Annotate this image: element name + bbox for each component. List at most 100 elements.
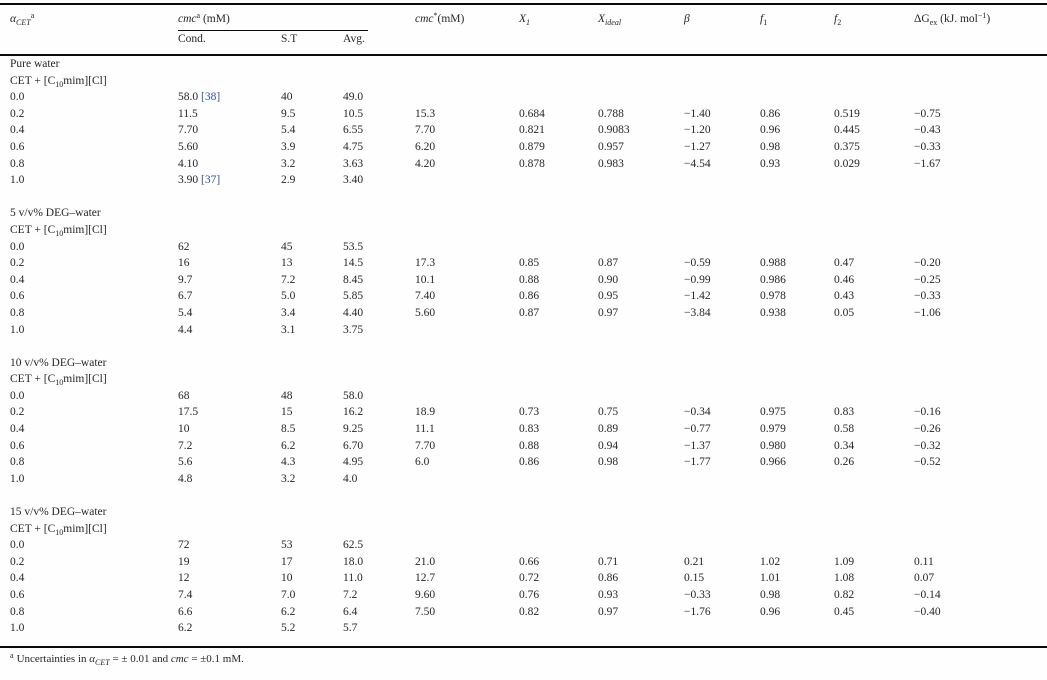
table-cell: 10 — [281, 572, 293, 585]
table-row: 0.4 9.7 7.2 8.45 10.1 0.88 0.90 −0.99 0.986 0.46 −… — [0, 272, 1047, 289]
table-cell — [914, 537, 1047, 554]
col-header-dgex: ΔGex (kJ. mol−1) — [914, 10, 991, 27]
table-cell: 4.40 — [343, 306, 364, 319]
citation-link[interactable]: [37] — [201, 174, 221, 187]
table-cell: −1.76 — [684, 605, 711, 618]
table-cell: 15 — [281, 406, 293, 419]
table-cell: −1.77 — [684, 456, 711, 469]
table-cell: 0.83 — [834, 406, 855, 419]
table-cell: 0.2 — [10, 107, 25, 120]
table-cell — [598, 89, 684, 106]
table-cell — [415, 322, 519, 339]
table-row: 0.4 12 10 11.0 12.7 0.72 0.86 0.15 1.01 1.08 0.07 — [0, 570, 1047, 587]
table-cell: 10.5 — [343, 107, 364, 120]
table-cell: 0.98 — [760, 140, 781, 153]
table-cell: 0.88 — [519, 439, 540, 452]
table-cell: 0.4 — [10, 124, 25, 137]
section-system: CET + [C10mim][Cl] — [10, 373, 107, 388]
table-cell: 6.7 — [178, 290, 193, 303]
table-cell: −0.40 — [914, 605, 941, 618]
table-cell — [834, 537, 914, 554]
table-cell: 3.1 — [281, 323, 296, 336]
header-spacer — [0, 31, 178, 56]
table-cell: 1.0 — [10, 472, 25, 485]
table-cell: 12.7 — [415, 572, 436, 585]
table-cell: 0.0 — [10, 240, 25, 253]
table-cell: 72 — [178, 539, 190, 552]
table-cell: 0.375 — [834, 140, 860, 153]
table-cell: 0.72 — [519, 572, 540, 585]
table-cell: 0.6 — [10, 589, 25, 601]
table-cell: 0.89 — [598, 423, 619, 436]
table-cell: 1.01 — [760, 572, 781, 585]
table-cell — [760, 471, 834, 488]
table-cell: 0.46 — [834, 273, 855, 286]
table-cell: 0.98 — [760, 589, 781, 601]
table-cell: −1.67 — [914, 157, 941, 170]
table-cell: 3.9 — [281, 140, 296, 153]
table-cell: −0.26 — [914, 423, 941, 436]
table-cell: 5.4 — [281, 124, 296, 137]
table-cell: 0.445 — [834, 124, 860, 137]
table-cell: 0.15 — [684, 572, 705, 585]
section-system-row: CET + [C10mim][Cl] — [0, 521, 1047, 538]
header-spacer — [914, 31, 1047, 56]
section-title-row: 5 v/v% DEG–water — [0, 205, 1047, 222]
table-cell: 0.82 — [834, 589, 855, 601]
table-cell: −0.77 — [684, 423, 711, 436]
header-row-2: Cond. S.T Avg. — [0, 31, 1047, 56]
table-cell — [598, 172, 684, 189]
table-cell — [415, 537, 519, 554]
table-cell — [519, 388, 598, 405]
table-cell: 7.2 — [178, 439, 193, 452]
section-title: 5 v/v% DEG–water — [10, 207, 101, 220]
table-cell: 0.979 — [760, 423, 786, 436]
table-cell: 0.8 — [10, 605, 25, 618]
table-cell — [914, 620, 1047, 637]
citation-link[interactable]: [38] — [201, 91, 221, 104]
table-cell: 4.75 — [343, 140, 364, 153]
mixed-micellization-table: αCETa cmca (mM) cmc*(mM) X1 Xideal β f1 … — [0, 3, 1047, 637]
col-header-xideal: Xideal — [598, 13, 622, 27]
table-row: 0.4 7.70 5.4 6.55 7.70 0.821 0.9083 −1.20 0.96 0.… — [0, 122, 1047, 139]
table-cell: 0.87 — [519, 306, 540, 319]
table-cell: 9.60 — [415, 589, 436, 601]
table-row: 0.2 19 17 18.0 21.0 0.66 0.71 0.21 1.02 1.09 0.11 — [0, 554, 1047, 571]
table-cell: 0.966 — [760, 456, 786, 469]
table-row: 1.0 4.4 3.1 3.75 — [0, 322, 1047, 339]
table-cell: 3.90 [37] — [178, 172, 281, 189]
table-cell — [834, 322, 914, 339]
table-cell: 0.47 — [834, 257, 855, 270]
table-cell: 0.71 — [598, 555, 619, 568]
table-cell: 45 — [281, 240, 293, 253]
cmc-group-underline: cmca (mM) — [178, 11, 368, 31]
table-row: 0.4 10 8.5 9.25 11.1 0.83 0.89 −0.77 0.979 0.58 −0… — [0, 421, 1047, 438]
table-cell — [834, 239, 914, 256]
table-cell: 0.96 — [760, 605, 781, 618]
section-system-row: CET + [C10mim][Cl] — [0, 371, 1047, 388]
table-row: 0.6 6.7 5.0 5.85 7.40 0.86 0.95 −1.42 0.978 0.43 −… — [0, 288, 1047, 305]
table-cell: 0.26 — [834, 456, 855, 469]
table-cell: −1.40 — [684, 107, 711, 120]
table-cell: 3.63 — [343, 157, 364, 170]
table-cell: 8.5 — [281, 423, 296, 436]
section-system: CET + [C10mim][Cl] — [10, 522, 107, 537]
table-cell: 0.975 — [760, 406, 786, 419]
table-cell: 6.0 — [415, 456, 430, 469]
table-cell: 7.70 — [415, 124, 436, 137]
table-cell: 4.0 — [343, 472, 358, 485]
col-header-beta: β — [684, 13, 690, 25]
table-cell — [519, 172, 598, 189]
table-cell: −0.32 — [914, 439, 941, 452]
table-cell: 18.9 — [415, 406, 436, 419]
table-cell: 21.0 — [415, 555, 436, 568]
table-cell: 5.6 — [178, 456, 193, 469]
table-cell: 9.25 — [343, 423, 364, 436]
table-cell: 0.788 — [598, 107, 624, 120]
table-cell: −0.59 — [684, 257, 711, 270]
col-header-avg: Avg. — [343, 31, 416, 56]
table-cell: −0.52 — [914, 456, 941, 469]
table-cell — [684, 388, 760, 405]
table-cell: −0.34 — [684, 406, 711, 419]
table-cell — [598, 471, 684, 488]
